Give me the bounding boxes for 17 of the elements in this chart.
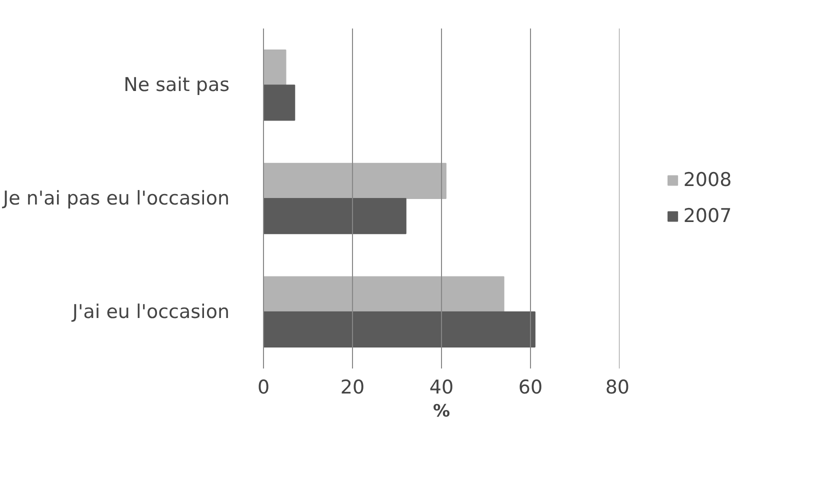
bar [264,50,286,86]
legend-label: 2007 [683,205,732,227]
y-tick-label: Ne sait pas [124,74,230,96]
y-tick-label: J'ai eu l'occasion [71,300,230,323]
x-tick-label: 40 [429,376,454,398]
bar [264,311,536,348]
bar [264,276,504,312]
x-tick-label: 80 [605,376,630,398]
legend-label: 2008 [683,169,732,191]
x-tick-label: 20 [340,376,365,398]
bar [264,84,296,121]
y-tick-label: Je n'ai pas eu l'occasion [2,188,230,210]
bar [264,162,446,199]
x-axis-title: % [432,402,450,422]
x-tick-label: 60 [518,376,543,398]
bar [264,198,406,234]
x-tick-label: 0 [257,376,270,398]
